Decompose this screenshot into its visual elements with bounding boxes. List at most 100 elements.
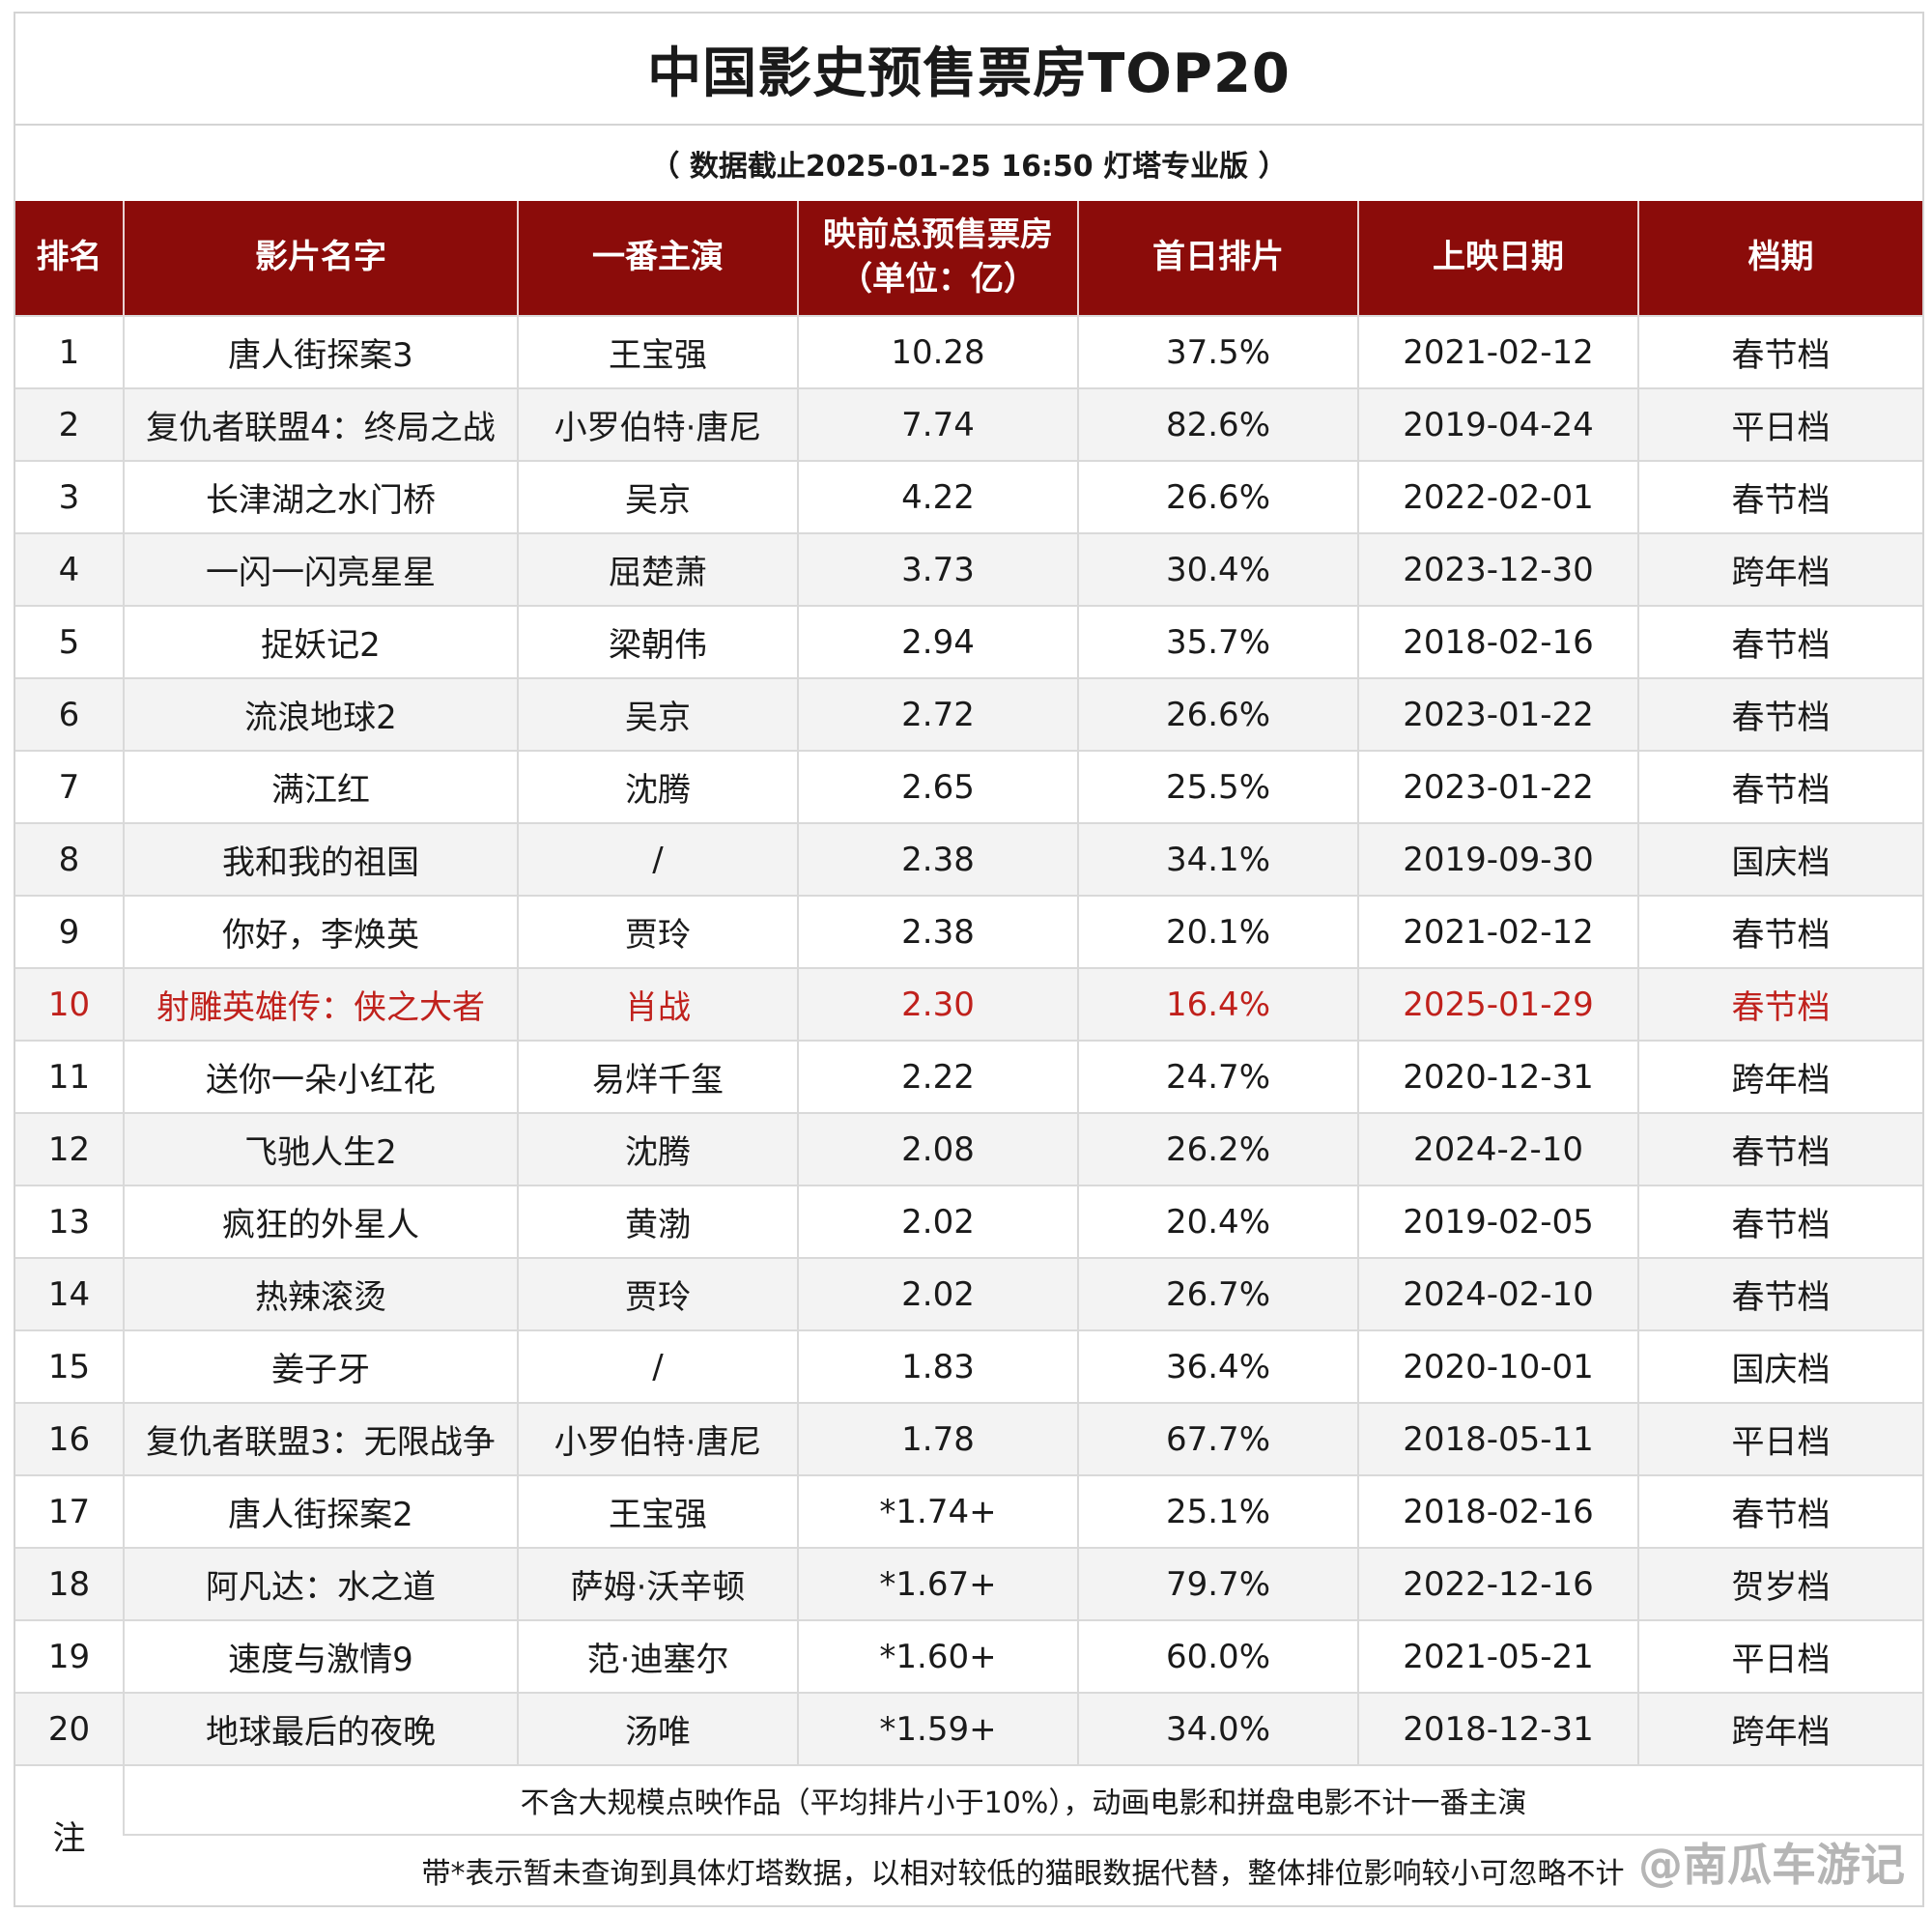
cell-name: 流浪地球2 bbox=[123, 677, 518, 751]
cell-season: 春节档 bbox=[1637, 1474, 1922, 1548]
cell-share: 37.5% bbox=[1077, 315, 1358, 388]
cell-date: 2019-02-05 bbox=[1357, 1185, 1638, 1258]
cell-presale: 1.83 bbox=[797, 1329, 1078, 1403]
cell-lead: 肖战 bbox=[517, 967, 798, 1041]
cell-presale: 1.78 bbox=[797, 1402, 1078, 1475]
note-line-2: 带*表示暂未查询到具体灯塔数据，以相对较低的猫眼数据代替，整体排位影响较小可忽略… bbox=[124, 1834, 1922, 1904]
cell-presale: 7.74 bbox=[797, 387, 1078, 461]
cell-name: 满江红 bbox=[123, 750, 518, 823]
cell-lead: 汤唯 bbox=[517, 1692, 798, 1765]
cell-season: 国庆档 bbox=[1637, 822, 1922, 896]
header-lead: 一番主演 bbox=[517, 201, 798, 316]
cell-lead: 沈腾 bbox=[517, 750, 798, 823]
table-row: 4 一闪一闪亮星星 屈楚萧 3.73 30.4% 2023-12-30 跨年档 bbox=[15, 532, 1922, 606]
cell-date: 2021-02-12 bbox=[1357, 315, 1638, 388]
cell-rank: 11 bbox=[15, 1040, 124, 1113]
cell-lead: 贾玲 bbox=[517, 895, 798, 968]
table-row: 18 阿凡达：水之道 萨姆·沃辛顿 *1.67+ 79.7% 2022-12-16 贺岁档 bbox=[15, 1547, 1922, 1620]
cell-name: 一闪一闪亮星星 bbox=[123, 532, 518, 606]
header-presale-line1: 映前总预售票房 bbox=[823, 215, 1053, 255]
cell-rank: 14 bbox=[15, 1257, 124, 1330]
cell-presale: 10.28 bbox=[797, 315, 1078, 388]
table-row: 15 姜子牙/1.83 36.4% 2020-10-01 国庆档 bbox=[15, 1329, 1922, 1403]
cell-name: 复仇者联盟4：终局之战 bbox=[123, 387, 518, 461]
table-header: 排名 影片名字 一番主演 映前总预售票房 （单位：亿） 首日排片 上映日期 档期 bbox=[15, 201, 1922, 316]
cell-share: 34.0% bbox=[1077, 1692, 1358, 1765]
note-row: 带*表示暂未查询到具体灯塔数据，以相对较低的猫眼数据代替，整体排位影响较小可忽略… bbox=[15, 1834, 1922, 1904]
cell-lead: 小罗伯特·唐尼 bbox=[517, 387, 798, 461]
cell-presale: 2.72 bbox=[797, 677, 1078, 751]
cell-share: 16.4% bbox=[1077, 967, 1358, 1041]
cell-season: 春节档 bbox=[1637, 1257, 1922, 1330]
cell-lead: / bbox=[517, 1329, 798, 1403]
cell-date: 2020-12-31 bbox=[1357, 1040, 1638, 1113]
cell-presale: *1.74+ bbox=[797, 1474, 1078, 1548]
cell-season: 跨年档 bbox=[1637, 1040, 1922, 1113]
cell-date: 2019-09-30 bbox=[1357, 822, 1638, 896]
cell-rank: 8 bbox=[15, 822, 124, 896]
header-name: 影片名字 bbox=[123, 201, 518, 316]
ranking-sheet: 中国影史预售票房TOP20 （ 数据截止2025-01-25 16:50 灯塔专… bbox=[14, 12, 1924, 1907]
cell-name: 热辣滚烫 bbox=[123, 1257, 518, 1330]
cell-name: 速度与激情9 bbox=[123, 1619, 518, 1693]
cell-name: 捉妖记2 bbox=[123, 605, 518, 678]
table-row: 6 流浪地球2 吴京 2.72 26.6% 2023-01-22 春节档 bbox=[15, 677, 1922, 751]
cell-date: 2018-02-16 bbox=[1357, 1474, 1638, 1548]
cell-presale: 2.30 bbox=[797, 967, 1078, 1041]
cell-name: 地球最后的夜晚 bbox=[123, 1692, 518, 1765]
cell-date: 2018-02-16 bbox=[1357, 605, 1638, 678]
cell-share: 60.0% bbox=[1077, 1619, 1358, 1693]
cell-name: 唐人街探案3 bbox=[123, 315, 518, 388]
cell-season: 春节档 bbox=[1637, 967, 1922, 1041]
cell-name: 复仇者联盟3：无限战争 bbox=[123, 1402, 518, 1475]
cell-share: 26.7% bbox=[1077, 1257, 1358, 1330]
cell-name: 姜子牙 bbox=[123, 1329, 518, 1403]
cell-presale: 4.22 bbox=[797, 460, 1078, 533]
cell-name: 飞驰人生2 bbox=[123, 1112, 518, 1186]
cell-lead: 黄渤 bbox=[517, 1185, 798, 1258]
cell-season: 春节档 bbox=[1637, 677, 1922, 751]
cell-lead: 范·迪塞尔 bbox=[517, 1619, 798, 1693]
cell-share: 26.6% bbox=[1077, 460, 1358, 533]
cell-rank: 20 bbox=[15, 1692, 124, 1765]
table-row: 3 长津湖之水门桥 吴京 4.22 26.6% 2022-02-01 春节档 bbox=[15, 460, 1922, 533]
table-row: 8 我和我的祖国/2.38 34.1% 2019-09-30 国庆档 bbox=[15, 822, 1922, 896]
cell-rank: 7 bbox=[15, 750, 124, 823]
table-row: 11 送你一朵小红花 易烊千玺 2.22 24.7% 2020-12-31 跨年档 bbox=[15, 1040, 1922, 1113]
note-line-1: 不含大规模点映作品（平均排片小于10%），动画电影和拼盘电影不计一番主演 bbox=[123, 1764, 1922, 1835]
cell-lead: 萨姆·沃辛顿 bbox=[517, 1547, 798, 1620]
cell-lead: 屈楚萧 bbox=[517, 532, 798, 606]
cell-share: 67.7% bbox=[1077, 1402, 1358, 1475]
cell-rank: 3 bbox=[15, 460, 124, 533]
cell-date: 2018-05-11 bbox=[1357, 1402, 1638, 1475]
table-row: 10 射雕英雄传：侠之大者 肖战 2.30 16.4% 2025-01-29 春节档 bbox=[15, 967, 1922, 1041]
table-row: 1 唐人街探案3 王宝强 10.28 37.5% 2021-02-12 春节档 bbox=[15, 315, 1922, 388]
table-row: 14 热辣滚烫 贾玲 2.02 26.7% 2024-02-10 春节档 bbox=[15, 1257, 1922, 1330]
cell-rank: 16 bbox=[15, 1402, 124, 1475]
cell-share: 35.7% bbox=[1077, 605, 1358, 678]
cell-share: 26.6% bbox=[1077, 677, 1358, 751]
cell-date: 2023-01-22 bbox=[1357, 677, 1638, 751]
cell-season: 跨年档 bbox=[1637, 1692, 1922, 1765]
table-row: 16 复仇者联盟3：无限战争 小罗伯特·唐尼 1.78 67.7% 2018-05-11 平… bbox=[15, 1402, 1922, 1475]
table-row: 17 唐人街探案2 王宝强 *1.74+ 25.1% 2018-02-16 春节档 bbox=[15, 1474, 1922, 1548]
cell-name: 长津湖之水门桥 bbox=[123, 460, 518, 533]
table-row: 12 飞驰人生2 沈腾 2.08 26.2% 2024-2-10 春节档 bbox=[15, 1112, 1922, 1186]
cell-rank: 9 bbox=[15, 895, 124, 968]
cell-name: 送你一朵小红花 bbox=[123, 1040, 518, 1113]
cell-season: 春节档 bbox=[1637, 460, 1922, 533]
cell-date: 2019-04-24 bbox=[1357, 387, 1638, 461]
cell-name: 你好，李焕英 bbox=[123, 895, 518, 968]
cell-name: 阿凡达：水之道 bbox=[123, 1547, 518, 1620]
table-row: 20 地球最后的夜晚 汤唯 *1.59+ 34.0% 2018-12-31 跨年档 bbox=[15, 1692, 1922, 1765]
cell-date: 2024-2-10 bbox=[1357, 1112, 1638, 1186]
cell-season: 贺岁档 bbox=[1637, 1547, 1922, 1620]
cell-date: 2018-12-31 bbox=[1357, 1692, 1638, 1765]
cell-season: 春节档 bbox=[1637, 605, 1922, 678]
cell-presale: *1.67+ bbox=[797, 1547, 1078, 1620]
cell-date: 2021-02-12 bbox=[1357, 895, 1638, 968]
cell-presale: *1.59+ bbox=[797, 1692, 1078, 1765]
cell-season: 春节档 bbox=[1637, 315, 1922, 388]
cell-rank: 19 bbox=[15, 1619, 124, 1693]
table-row: 2 复仇者联盟4：终局之战 小罗伯特·唐尼 7.74 82.6% 2019-04-24 平日… bbox=[15, 387, 1922, 461]
